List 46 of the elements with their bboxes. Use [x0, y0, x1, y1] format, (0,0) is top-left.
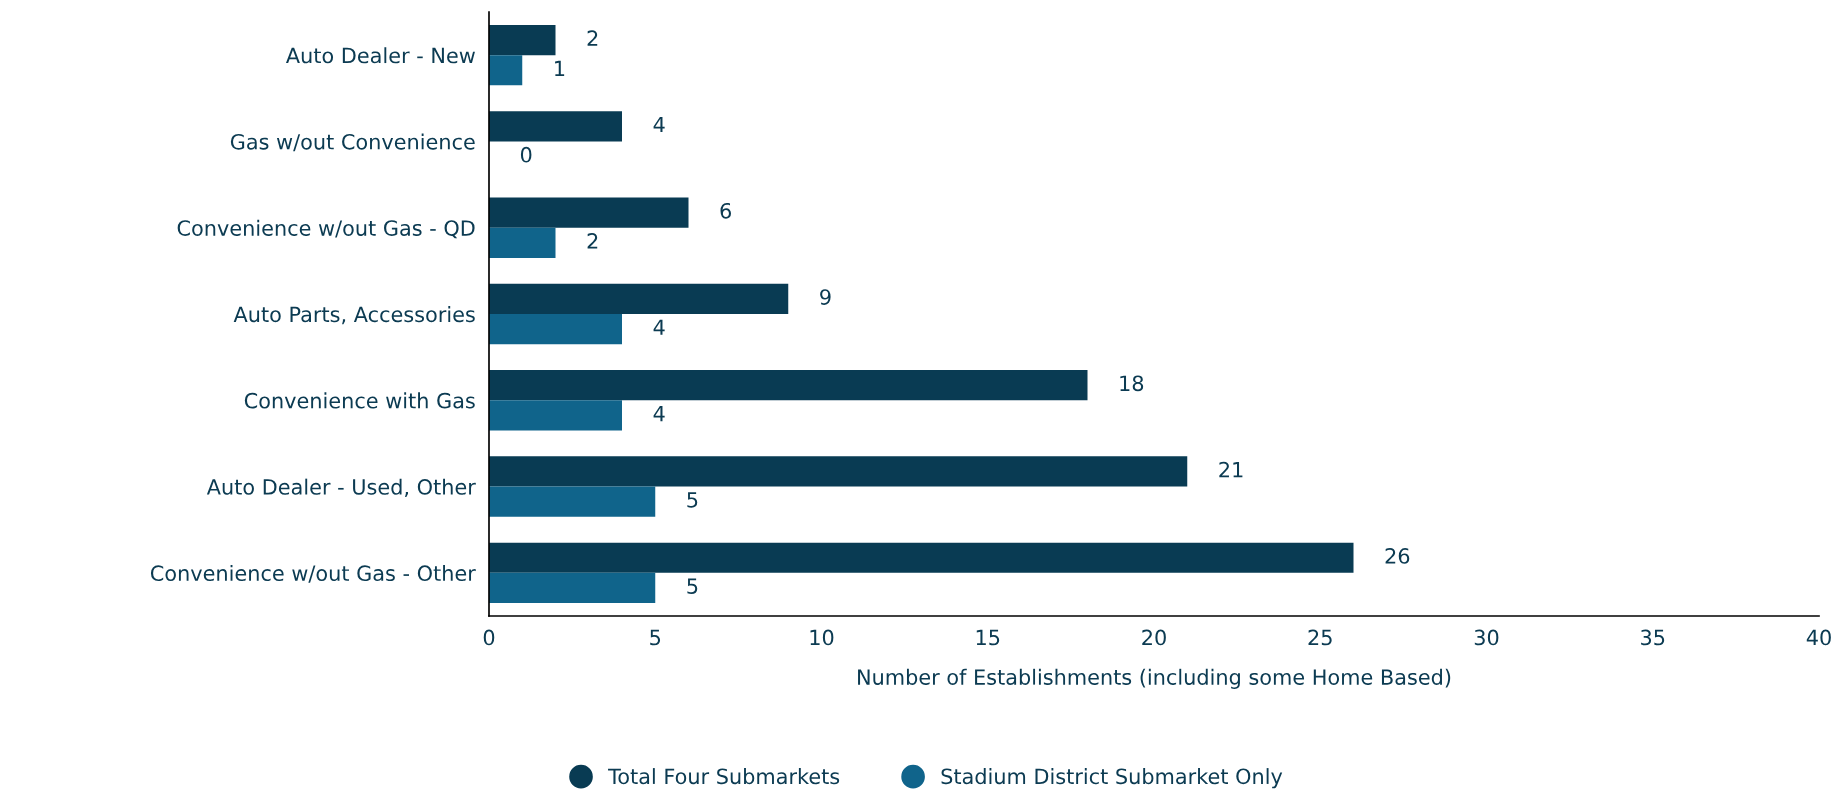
bar — [489, 55, 523, 86]
bar — [489, 227, 556, 258]
data-label: 9 — [820, 289, 831, 305]
data-label: 18 — [1120, 375, 1144, 392]
y-tick-label: Convenience w/out Gas - Other — [150, 564, 476, 583]
legend-label: Stadium District Submarket Only — [941, 768, 1283, 789]
bar — [489, 370, 1088, 401]
bar — [489, 314, 622, 345]
x-axis-title: Number of Establishments (including some Home Based) — [858, 668, 1451, 689]
bar — [489, 111, 622, 142]
bar — [489, 283, 789, 314]
x-tick-label: 5 — [650, 629, 661, 646]
bar — [489, 24, 556, 56]
x-tick-label: 0 — [483, 629, 495, 646]
y-tick-label: Convenience w/out Gas - QD — [177, 219, 475, 239]
data-label: 2 — [587, 233, 598, 249]
y-tick-label: Auto Dealer - Used, Other — [206, 478, 476, 497]
data-label: 1 — [555, 60, 565, 76]
bar — [489, 572, 656, 604]
bar — [489, 486, 656, 517]
x-tick-label: 35 — [1641, 629, 1665, 646]
bar — [489, 456, 1188, 487]
x-tick-label: 40 — [1806, 629, 1831, 646]
bar — [489, 400, 622, 431]
data-label: 5 — [687, 492, 698, 508]
data-label: 6 — [720, 202, 731, 219]
y-tick-label: Auto Parts, Accessories — [233, 306, 475, 325]
data-label: 5 — [687, 578, 698, 594]
bar — [489, 542, 1354, 573]
bar — [489, 197, 689, 228]
x-tick-label: 15 — [976, 629, 1000, 646]
y-tick-label: Convenience with Gas — [244, 392, 475, 409]
x-tick-label: 20 — [1142, 629, 1166, 646]
legend-label: Total Four Submarkets — [608, 768, 840, 785]
x-tick-label: 10 — [810, 629, 834, 646]
data-label: 0 — [520, 146, 532, 163]
data-label: 21 — [1219, 461, 1243, 478]
data-label: 4 — [653, 116, 665, 133]
y-tick-label: Gas w/out Convenience — [230, 133, 475, 152]
data-label: 26 — [1385, 548, 1410, 564]
data-label: 4 — [653, 405, 665, 422]
x-tick-label: 25 — [1308, 629, 1332, 646]
x-tick-label: 30 — [1474, 629, 1499, 646]
data-label: 2 — [587, 30, 598, 46]
y-tick-label: Auto Dealer - New — [285, 47, 475, 64]
data-label: 4 — [653, 319, 665, 335]
